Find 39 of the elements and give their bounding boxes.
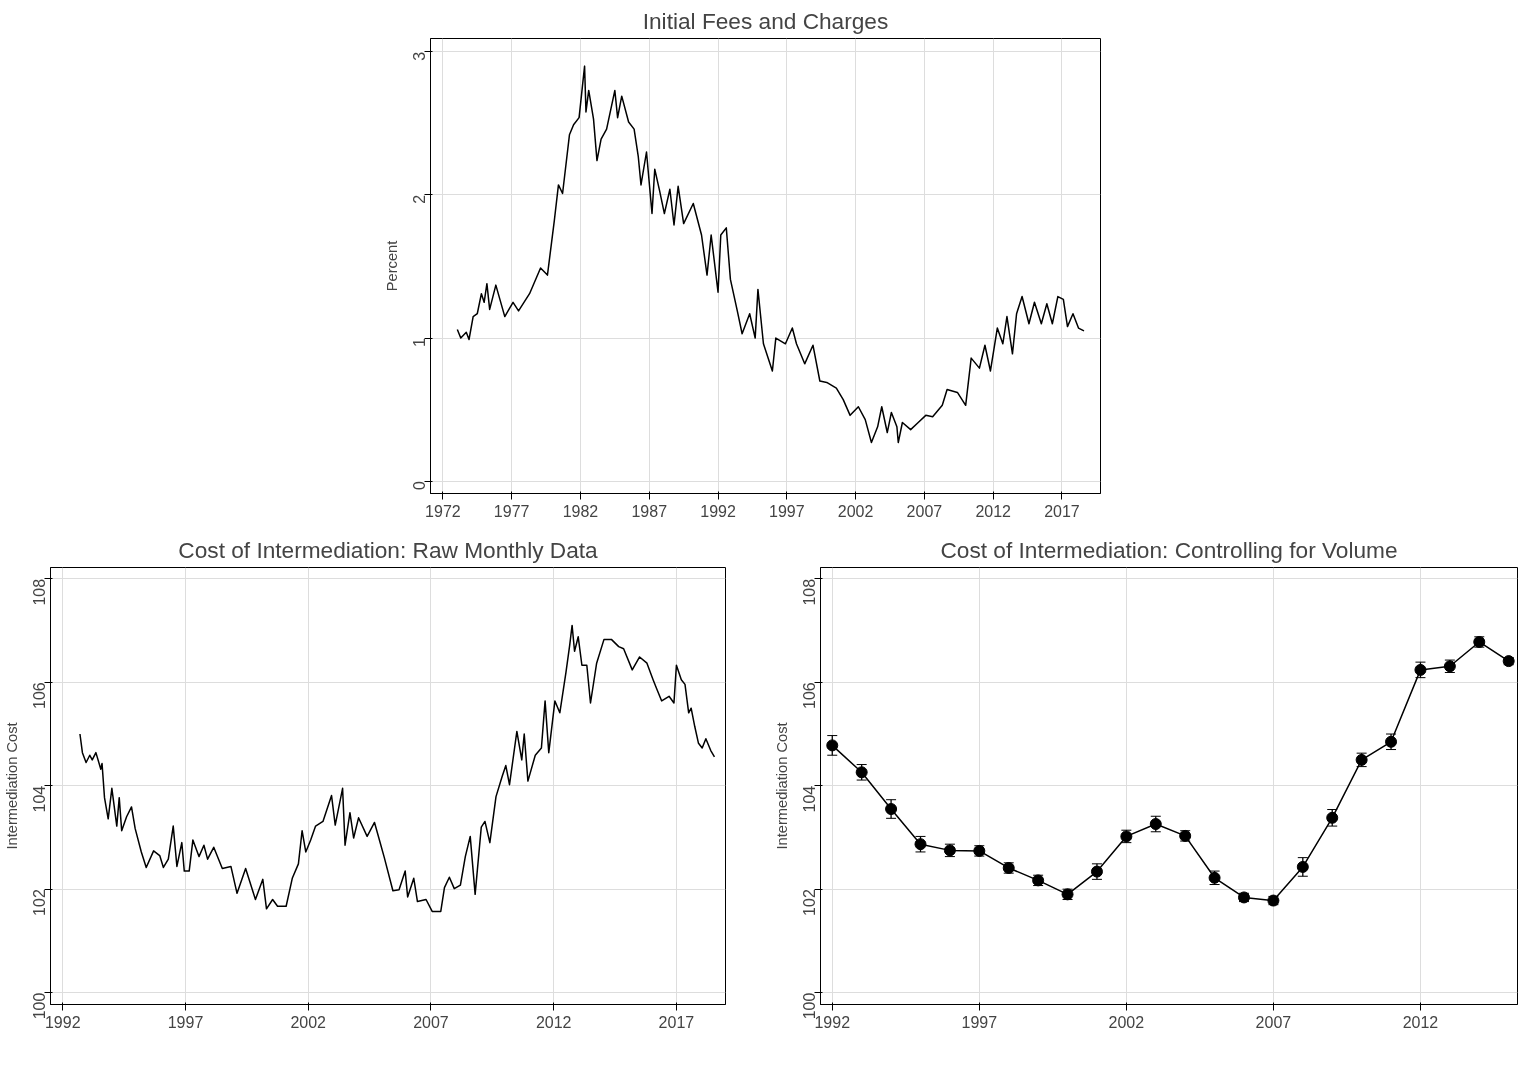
y-tick-label: 106	[31, 682, 49, 709]
y-tick-label: 102	[31, 889, 49, 916]
x-tick-label: 1977	[493, 502, 530, 520]
x-tick-label: 1972	[425, 502, 461, 520]
x-tick-label: 1997	[769, 502, 805, 520]
x-tick-label: 2007	[1255, 1013, 1292, 1031]
y-tick-label: 104	[31, 785, 49, 813]
y-tick-label: 102	[801, 889, 819, 916]
x-tick-label: 1982	[562, 502, 599, 520]
x-tick-label: 2012	[535, 1013, 572, 1031]
x-tick-label: 2002	[1108, 1013, 1145, 1031]
y-tick-label: 0	[411, 481, 429, 491]
x-tick-label: 2002	[837, 502, 874, 520]
y-axis-title: Intermediation Cost	[773, 722, 790, 850]
x-tick-label: 2012	[1402, 1013, 1439, 1031]
x-tick-label: 2017	[1044, 502, 1080, 520]
y-tick-label: 1	[411, 337, 429, 347]
x-tick-label: 2017	[658, 1013, 695, 1031]
chart-title: Initial Fees and Charges	[642, 7, 889, 34]
y-axis-title: Intermediation Cost	[3, 722, 20, 850]
x-tick-label: 2007	[906, 502, 943, 520]
x-tick-label: 2007	[413, 1013, 449, 1031]
y-tick-label: 3	[411, 51, 429, 61]
x-tick-label: 1992	[814, 1013, 851, 1031]
y-tick-label: 106	[801, 682, 819, 709]
x-tick-label: 1997	[167, 1013, 204, 1031]
x-tick-label: 2002	[290, 1013, 327, 1031]
x-tick-label: 1997	[961, 1013, 998, 1031]
x-tick-label: 1987	[631, 502, 668, 520]
x-tick-label: 2012	[975, 502, 1012, 520]
chart-title: Cost of Intermediation: Raw Monthly Data	[178, 536, 599, 563]
y-tick-label: 2	[411, 194, 429, 204]
x-tick-label: 1992	[700, 502, 736, 520]
y-tick-label: 108	[801, 578, 819, 606]
y-tick-label: 108	[31, 578, 49, 606]
chart-title: Cost of Intermediation: Controlling for Volume	[940, 536, 1398, 563]
y-axis-title: Percent	[383, 240, 400, 292]
y-tick-label: 104	[801, 785, 819, 813]
x-tick-label: 1992	[44, 1013, 81, 1031]
